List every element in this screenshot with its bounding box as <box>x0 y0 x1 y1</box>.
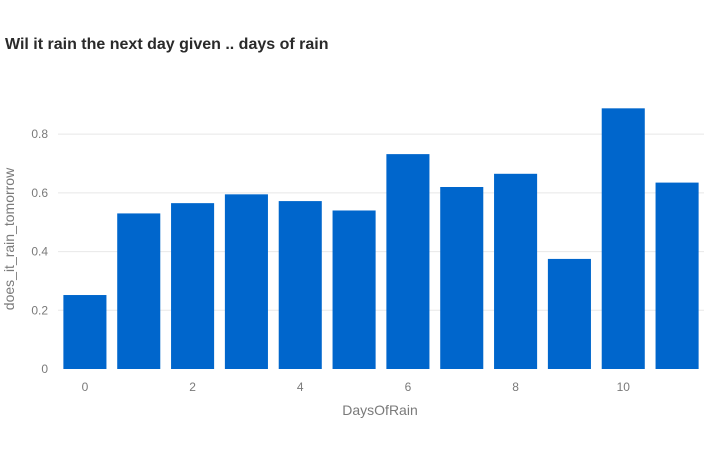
x-tick-label: 6 <box>405 380 412 394</box>
x-tick-label: 2 <box>189 380 196 394</box>
x-tick-label: 10 <box>617 380 631 394</box>
bar[interactable] <box>601 108 645 369</box>
bar[interactable] <box>224 194 268 369</box>
bar[interactable] <box>547 258 591 369</box>
x-tick-label: 0 <box>82 380 89 394</box>
bar[interactable] <box>440 187 484 369</box>
x-tick-label: 4 <box>297 380 304 394</box>
y-tick-label: 0.6 <box>31 186 48 200</box>
bar[interactable] <box>332 210 376 369</box>
chart-title: Wil it rain the next day given .. days o… <box>5 36 329 53</box>
bar[interactable] <box>171 203 215 369</box>
bar[interactable] <box>386 154 430 369</box>
y-axis-label: does_it_rain_tomorrow <box>1 167 17 310</box>
y-tick-label: 0 <box>41 362 48 376</box>
bar[interactable] <box>655 182 699 369</box>
x-axis-label: DaysOfRain <box>342 402 417 418</box>
y-tick-label: 0.4 <box>31 245 48 259</box>
bar[interactable] <box>494 173 538 369</box>
x-tick-label: 8 <box>512 380 519 394</box>
bar[interactable] <box>63 295 107 369</box>
y-tick-label: 0.8 <box>31 127 48 141</box>
bar[interactable] <box>117 213 161 369</box>
bar[interactable] <box>278 201 322 369</box>
y-tick-label: 0.2 <box>31 303 48 317</box>
